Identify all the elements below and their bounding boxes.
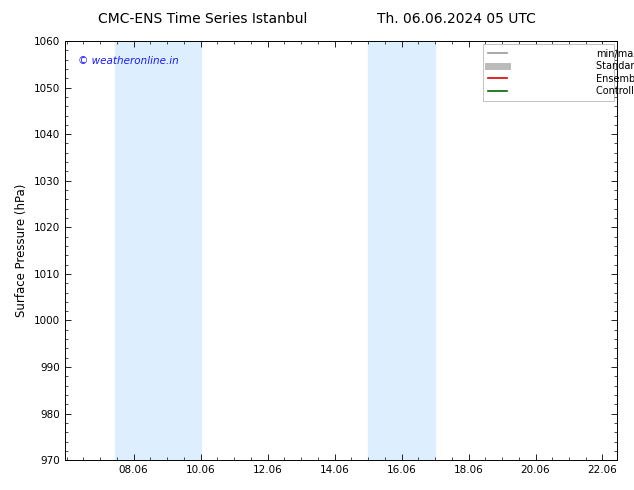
Text: Th. 06.06.2024 05 UTC: Th. 06.06.2024 05 UTC (377, 12, 536, 26)
Legend: min/max, Standard deviation, Ensemble mean run, Controll run: min/max, Standard deviation, Ensemble me… (482, 44, 614, 101)
Text: CMC-ENS Time Series Istanbul: CMC-ENS Time Series Istanbul (98, 12, 307, 26)
Text: © weatheronline.in: © weatheronline.in (79, 56, 179, 66)
Bar (368, 41, 435, 460)
Y-axis label: Surface Pressure (hPa): Surface Pressure (hPa) (15, 184, 28, 318)
Bar (115, 41, 200, 460)
